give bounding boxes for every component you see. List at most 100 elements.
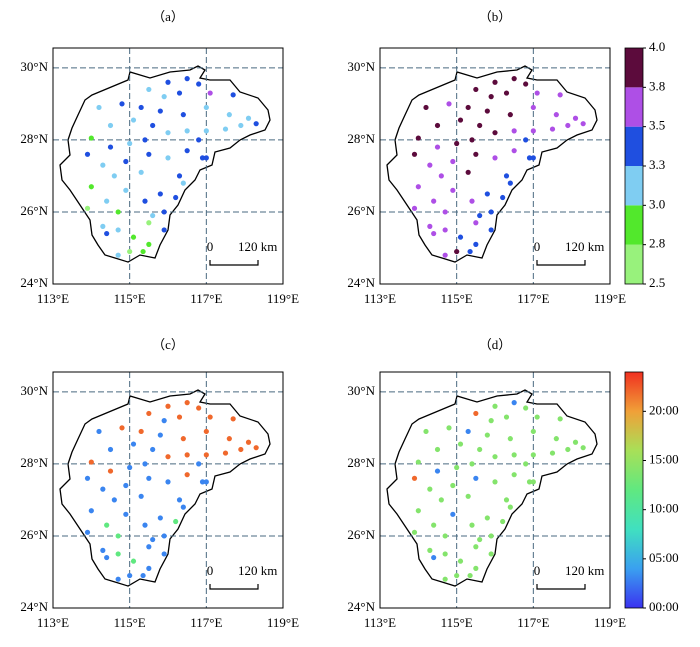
station-point <box>100 547 106 553</box>
station-point <box>161 94 167 100</box>
station-point <box>473 241 479 247</box>
station-point <box>427 486 433 492</box>
station-point <box>431 554 437 561</box>
x-tick-label: 113°E <box>364 615 396 630</box>
station-point <box>165 403 171 409</box>
y-tick-label: 24°N <box>347 275 375 290</box>
station-point <box>553 436 559 442</box>
station-point <box>115 227 121 233</box>
station-point <box>96 428 102 435</box>
station-point <box>511 128 517 134</box>
station-point <box>176 497 183 503</box>
station-point <box>88 459 94 465</box>
y-tick-label: 28°N <box>347 131 375 146</box>
station-point <box>438 173 444 179</box>
colorbar-label: 10:00 <box>649 501 679 516</box>
station-point <box>146 565 152 571</box>
colorbar-label: 00:00 <box>649 599 679 614</box>
station-point <box>157 108 163 114</box>
station-point <box>142 198 148 204</box>
station-point <box>530 155 536 161</box>
station-point <box>477 122 483 129</box>
station-point <box>572 115 579 121</box>
station-point <box>488 533 494 539</box>
station-point <box>146 151 152 157</box>
station-point <box>184 76 190 82</box>
station-point <box>138 104 144 111</box>
station-point <box>157 515 163 521</box>
station-point <box>176 90 183 96</box>
y-tick-label: 24°N <box>20 275 48 290</box>
map-panel: （c） 113°E 115°E 117°E 119°E 24°N 26°N 28°N 30°N 0… <box>20 337 299 630</box>
colorbar-label: 20:00 <box>649 402 679 417</box>
x-tick-label: 119°E <box>594 615 626 630</box>
x-tick-label: 113°E <box>364 291 396 306</box>
station-point <box>580 445 586 451</box>
station-point <box>423 104 429 111</box>
station-point <box>130 441 137 447</box>
station-point <box>104 230 110 237</box>
station-point <box>492 155 498 161</box>
station-point <box>523 461 529 467</box>
station-point <box>127 464 133 471</box>
station-point <box>427 162 433 168</box>
station-point <box>222 126 229 132</box>
x-tick-label: 119°E <box>267 291 299 306</box>
colorbar-segment <box>625 244 643 284</box>
station-point <box>507 504 513 510</box>
colorbar-label: 3.3 <box>649 157 665 172</box>
station-point <box>222 450 229 456</box>
station-point <box>84 205 91 211</box>
station-point <box>488 209 494 215</box>
station-point <box>484 108 490 114</box>
station-point <box>184 128 190 134</box>
station-point <box>492 479 498 485</box>
station-point <box>184 148 190 154</box>
station-point <box>115 551 121 557</box>
station-point <box>142 461 148 467</box>
scale-end: 120 km <box>238 563 277 578</box>
x-tick-label: 117°E <box>517 615 549 630</box>
station-point <box>511 76 517 82</box>
station-point <box>484 515 490 521</box>
station-point <box>130 234 137 240</box>
station-point <box>230 92 236 98</box>
station-point <box>465 104 471 111</box>
station-point <box>140 572 146 579</box>
scale-end: 120 km <box>565 239 604 254</box>
station-point <box>173 518 179 525</box>
station-point <box>245 439 252 445</box>
province-outline <box>59 389 271 587</box>
station-point <box>526 479 533 485</box>
scale-start: 0 <box>534 563 541 578</box>
station-point <box>530 428 536 435</box>
station-point <box>180 180 186 186</box>
station-point <box>165 155 171 161</box>
station-point <box>104 198 110 204</box>
scale-bar <box>209 260 259 266</box>
station-point <box>411 475 418 481</box>
station-point <box>442 576 448 582</box>
station-point <box>467 248 473 255</box>
station-point <box>100 223 106 229</box>
x-tick-label: 113°E <box>37 615 69 630</box>
station-point <box>457 441 464 447</box>
station-point <box>492 454 498 460</box>
colorbar-segment <box>625 48 643 88</box>
station-point <box>203 155 209 161</box>
station-point <box>176 173 183 179</box>
station-point <box>565 446 571 453</box>
panel-label: （b） <box>479 9 512 24</box>
province-outline <box>59 65 271 263</box>
y-tick-label: 30°N <box>347 383 375 398</box>
station-point <box>104 554 110 561</box>
province-outline <box>386 389 598 587</box>
plot-frame <box>379 47 611 285</box>
colorbar-frame <box>624 371 644 609</box>
station-point <box>161 533 167 539</box>
station-point <box>127 248 133 255</box>
station-point <box>161 418 167 424</box>
scale-bar <box>209 584 259 590</box>
station-point <box>477 536 483 543</box>
colorbar-label: 3.8 <box>649 78 665 93</box>
